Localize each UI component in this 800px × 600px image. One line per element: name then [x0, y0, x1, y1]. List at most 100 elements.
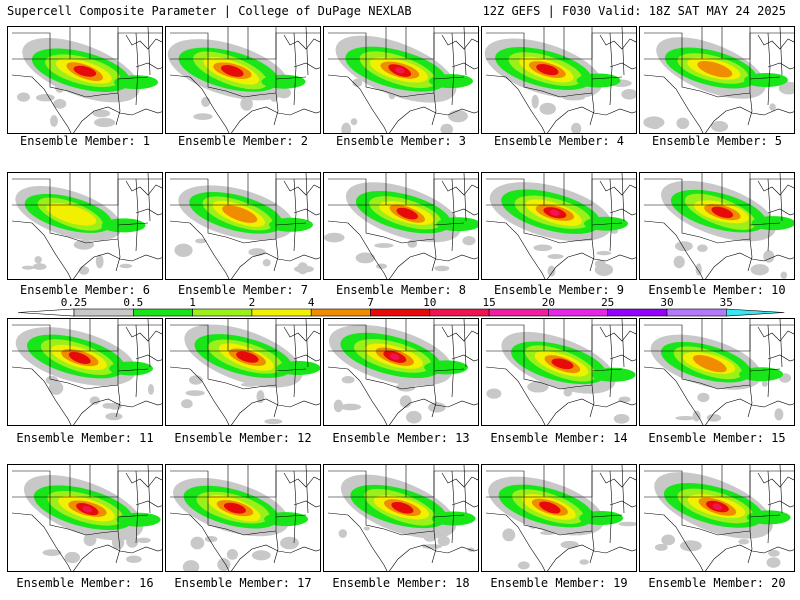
map-boundary-line [49, 59, 119, 98]
scp-patch-low [374, 243, 394, 248]
scp-patch-low [750, 264, 769, 276]
map-boundary-line [283, 34, 320, 50]
map-boundary-line [589, 173, 595, 272]
scp-patch-low [137, 537, 151, 543]
map-boundary-line [705, 252, 794, 279]
map-boundary-line [757, 472, 794, 488]
scp-patch-low [35, 94, 55, 102]
map-boundary-line [767, 62, 794, 70]
scp-patch-low [763, 250, 775, 263]
member-caption: Ensemble Member: 11 [16, 431, 154, 445]
map-boundary-line [293, 178, 297, 252]
member-caption: Ensemble Member: 14 [490, 431, 628, 445]
page-title: Supercell Composite Parameter | College … [7, 4, 412, 18]
scp-patch-low [338, 529, 347, 538]
map-boundary-line [486, 178, 636, 206]
map-boundary-line [441, 180, 478, 196]
map-boundary-line [231, 106, 320, 133]
scp-contour [536, 64, 559, 76]
map-boundary-line [589, 465, 595, 564]
scp-contour [220, 65, 244, 77]
map-boundary-line [115, 465, 121, 564]
map-boundary-line [115, 173, 121, 272]
scp-contour [539, 501, 561, 514]
map-boundary-line [486, 470, 636, 498]
ensemble-map-panel [481, 172, 637, 280]
scp-patch-low [34, 256, 42, 264]
colorbar: 0.25 0.5 1 2 4 7 10 15 20 25 30 35 [17, 296, 785, 317]
map-boundary-line [283, 326, 320, 342]
map-boundary-line [547, 398, 636, 425]
map-boundary-line [305, 319, 309, 368]
map-boundary-line [486, 324, 636, 352]
map-boundary-line [327, 220, 388, 279]
scp-contour [697, 61, 733, 78]
map-boundary-line [305, 27, 309, 76]
map-boundary-line [589, 27, 595, 126]
scp-patch-low [148, 384, 154, 395]
map-boundary-line [591, 76, 623, 80]
scp-field-map [643, 173, 794, 279]
map-boundary-line [49, 351, 119, 390]
map-boundary-line [523, 205, 593, 244]
map-boundary-line [11, 220, 72, 279]
map-boundary-line [12, 32, 162, 60]
map-boundary-line [135, 62, 162, 70]
map-boundary-line [273, 27, 279, 126]
map-boundary-line [73, 106, 162, 133]
scp-field-map [327, 27, 478, 133]
map-boundary-line [547, 544, 636, 571]
member-caption: Ensemble Member: 19 [490, 576, 628, 590]
scp-contour [73, 65, 97, 77]
map-boundary-line [609, 324, 613, 398]
map-boundary-line [451, 32, 455, 106]
map-boundary-line [451, 208, 478, 216]
scp-contour [551, 358, 574, 370]
ensemble-map-panel [639, 172, 795, 280]
ensemble-map-panel [639, 26, 795, 134]
scp-patch-low [533, 244, 553, 252]
map-boundary-line [767, 354, 794, 362]
map-boundary-line [293, 500, 320, 508]
map-boundary-line [11, 512, 72, 571]
ensemble-map-panel [323, 26, 479, 134]
scp-contour [751, 216, 794, 231]
scp-patch-low [780, 271, 788, 279]
scp-field-map [327, 465, 478, 571]
map-boundary-line [609, 500, 636, 508]
scp-patch-low [695, 263, 702, 276]
scp-patch-low [376, 263, 387, 269]
ensemble-map-panel [639, 318, 795, 426]
map-boundary-line [757, 34, 794, 50]
member-caption: Ensemble Member: 4 [493, 134, 625, 148]
map-boundary-line [609, 62, 636, 70]
scp-patch-low [761, 380, 768, 387]
map-boundary-line [523, 497, 593, 536]
map-boundary-line [147, 173, 151, 222]
scp-patch-low [78, 266, 90, 275]
scp-patch-low [95, 254, 104, 269]
scp-patch-low [434, 265, 450, 272]
map-boundary-line [441, 34, 478, 50]
map-boundary-line [441, 472, 478, 488]
scp-patch-low [53, 98, 67, 109]
scp-patch-low [531, 94, 539, 109]
member-caption: Ensemble Member: 16 [16, 576, 154, 590]
scp-patch-low [486, 388, 502, 399]
map-boundary-line [523, 351, 593, 390]
map-boundary-line [609, 178, 613, 252]
map-boundary-line [305, 173, 309, 222]
scp-patch-low [643, 116, 665, 129]
scp-patch-low [527, 381, 549, 393]
map-boundary-line [433, 76, 465, 80]
map-boundary-line [621, 319, 625, 368]
map-boundary-line [705, 544, 794, 571]
scp-patch-low [596, 251, 612, 256]
map-boundary-line [207, 59, 277, 98]
map-boundary-line [135, 500, 162, 508]
scp-patch-low [126, 555, 142, 563]
scp-patch-low [181, 399, 193, 409]
scp-patch-low [185, 390, 203, 396]
map-boundary-line [73, 398, 162, 425]
map-boundary-line [644, 32, 794, 60]
